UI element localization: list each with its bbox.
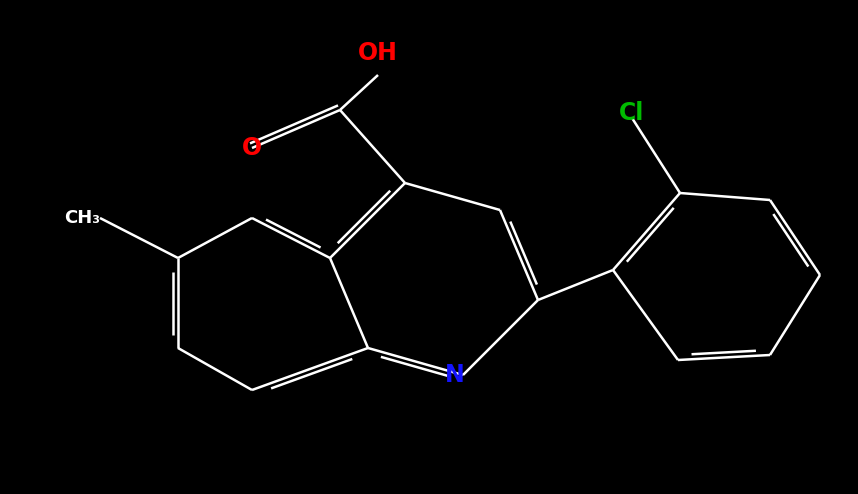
Text: O: O (242, 136, 262, 160)
Text: CH₃: CH₃ (64, 209, 100, 227)
Text: N: N (445, 363, 465, 387)
Text: OH: OH (358, 41, 398, 65)
Text: Cl: Cl (619, 101, 644, 125)
